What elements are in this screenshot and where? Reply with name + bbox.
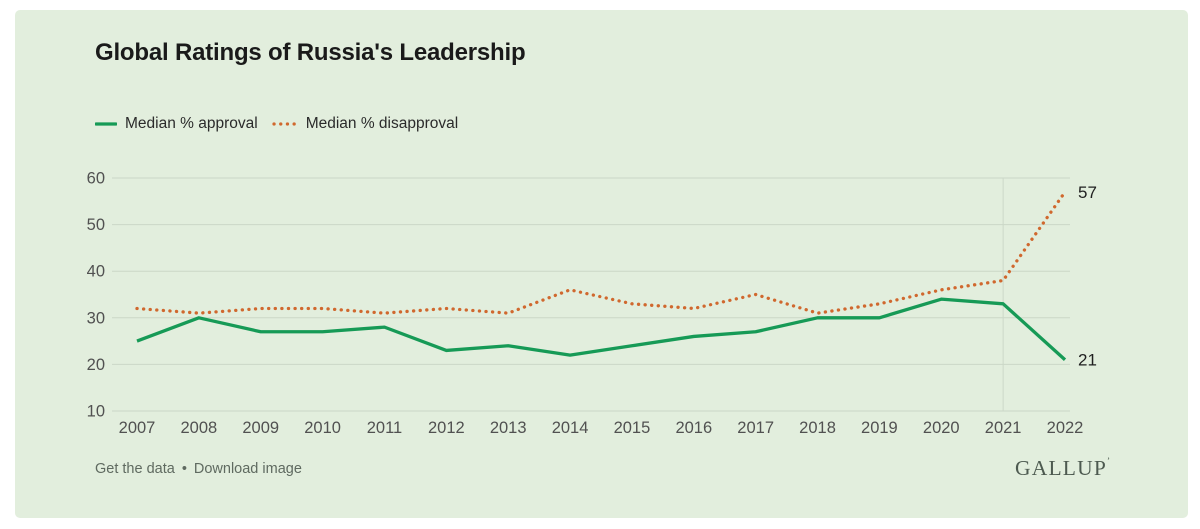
legend-label-disapproval: Median % disapproval (305, 115, 459, 132)
chart-title: Global Ratings of Russia's Leadership (95, 39, 526, 66)
footer: Get the data • Download image GALLUP’ (95, 456, 1110, 481)
x-tick-label: 2009 (242, 419, 279, 437)
x-tick-label: 2021 (985, 419, 1022, 437)
download-image-link[interactable]: Download image (193, 460, 302, 477)
gallup-logo: GALLUP’ (1015, 456, 1110, 481)
x-tick-label: 2016 (675, 419, 712, 437)
bullet-separator: • (181, 460, 187, 477)
x-tick-label: 2011 (367, 419, 402, 437)
legend-item-approval: Median % approval (95, 115, 258, 133)
y-tick-label: 40 (87, 263, 105, 281)
series-end-label: 21 (1078, 351, 1097, 370)
get-the-data-link[interactable]: Get the data (95, 460, 175, 477)
legend-item-disapproval: Median % disapproval (272, 115, 459, 133)
x-tick-label: 2012 (428, 419, 465, 437)
chart-area: 10 20 30 40 50 60 2007 2008 2009 2010 2011 2012 2013… (80, 165, 1120, 450)
x-tick-label: 2010 (304, 419, 341, 437)
x-tick-label: 2008 (181, 419, 218, 437)
series-line-solid (136, 297, 1067, 361)
chart-card: Global Ratings of Russia's Leadership Me… (15, 10, 1188, 518)
y-tick-label: 30 (87, 309, 105, 327)
x-tick-label: 2014 (552, 419, 589, 437)
y-tick-label: 60 (87, 170, 105, 188)
line-chart: 10 20 30 40 50 60 2007 2008 2009 2010 2011 2012 2013… (87, 170, 1097, 438)
x-tick-label: 2015 (614, 419, 651, 437)
approval-line-swatch (95, 122, 117, 126)
x-tick-label: 2018 (799, 419, 836, 437)
gallup-trademark: ’ (1107, 456, 1110, 466)
legend-label-approval: Median % approval (125, 115, 258, 132)
y-tick-label: 50 (87, 216, 105, 234)
footer-links: Get the data • Download image (95, 461, 302, 477)
x-tick-label: 2019 (861, 419, 898, 437)
gallup-logo-text: GALLUP (1014, 456, 1107, 480)
series-end-label: 57 (1078, 183, 1097, 202)
legend: Median % approval Median % disapproval (95, 115, 458, 133)
x-tick-label: 2013 (490, 419, 527, 437)
x-tick-label: 2017 (737, 419, 774, 437)
x-tick-label: 2007 (119, 419, 156, 437)
disapproval-line-swatch (272, 122, 298, 126)
x-tick-label: 2022 (1047, 419, 1084, 437)
series-line-dotted (135, 190, 1067, 315)
y-tick-label: 10 (87, 403, 105, 421)
x-tick-label: 2020 (923, 419, 960, 437)
y-tick-label: 20 (87, 356, 105, 374)
